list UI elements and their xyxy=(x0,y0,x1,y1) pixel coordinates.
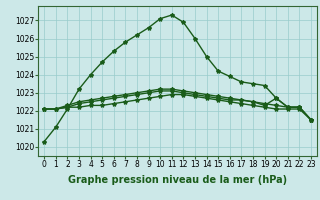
X-axis label: Graphe pression niveau de la mer (hPa): Graphe pression niveau de la mer (hPa) xyxy=(68,175,287,185)
